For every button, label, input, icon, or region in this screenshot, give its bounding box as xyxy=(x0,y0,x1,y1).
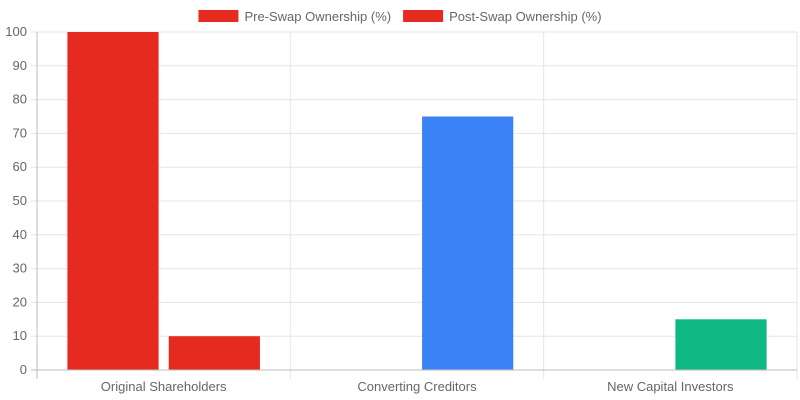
y-tick-label: 30 xyxy=(13,261,27,276)
y-tick-label: 60 xyxy=(13,159,27,174)
y-tick-label: 80 xyxy=(13,92,27,107)
x-tick-label: New Capital Investors xyxy=(607,379,734,394)
bar-original-shareholders-series-1 xyxy=(67,32,159,370)
legend-swatch xyxy=(403,10,444,22)
y-axis-ticks: 0 10 20 30 40 50 60 70 80 90 100 xyxy=(5,24,27,377)
x-axis-ticks: Original Shareholders Converting Creditor… xyxy=(101,379,734,394)
y-tick-label: 100 xyxy=(5,24,27,39)
y-tick-label: 0 xyxy=(20,362,27,377)
legend-swatch xyxy=(198,10,239,22)
y-tick-label: 40 xyxy=(13,227,27,242)
y-tick-label: 50 xyxy=(13,193,27,208)
chart-grid xyxy=(31,31,798,379)
x-tick-label: Original Shareholders xyxy=(101,379,227,394)
y-tick-label: 10 xyxy=(13,328,27,343)
bar-new-capital-investors-series-2 xyxy=(675,319,767,370)
bar-converting-creditors-series-2 xyxy=(422,116,514,370)
legend-label[interactable]: Pre-Swap Ownership (%) xyxy=(244,9,391,24)
y-tick-label: 90 xyxy=(13,58,27,73)
x-tick-label: Converting Creditors xyxy=(357,379,477,394)
legend-label[interactable]: Post-Swap Ownership (%) xyxy=(449,9,601,24)
y-tick-label: 70 xyxy=(13,125,27,140)
y-tick-label: 20 xyxy=(13,294,27,309)
chart-legend: Pre-Swap Ownership (%) Post-Swap Ownershi… xyxy=(198,9,602,24)
bar-original-shareholders-series-2 xyxy=(168,336,260,370)
chart-bars xyxy=(67,32,767,370)
